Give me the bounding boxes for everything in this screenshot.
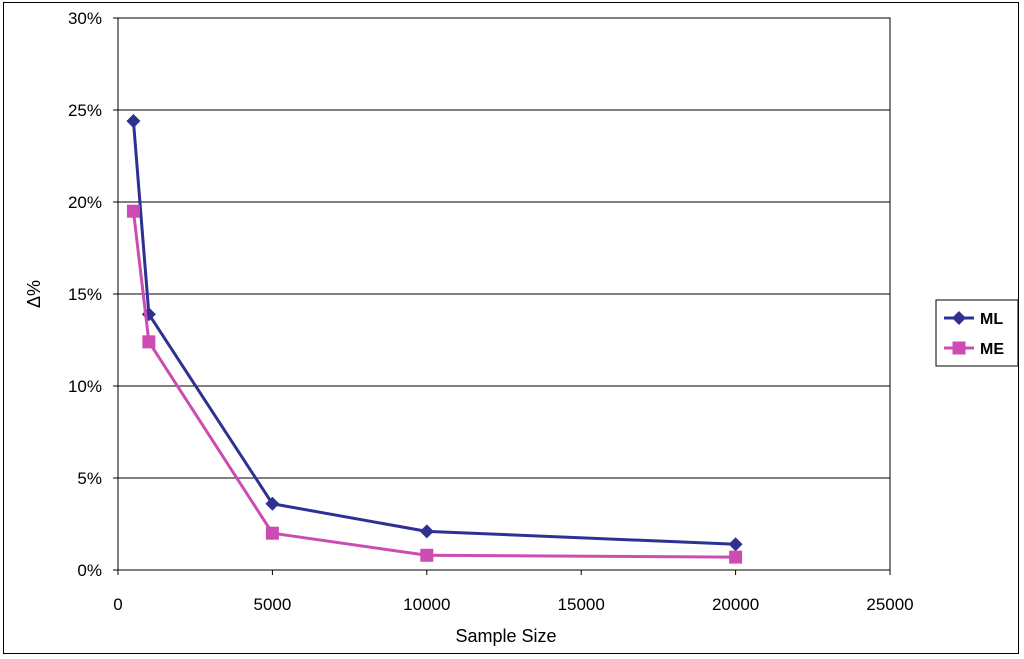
series-line	[131, 120, 736, 546]
data-point	[126, 114, 141, 129]
series-me	[126, 204, 743, 564]
x-tick-label: 15000	[558, 595, 605, 614]
legend-marker	[952, 311, 966, 325]
y-tick-label: 30%	[68, 9, 102, 28]
y-axis-ticks: 0% 5% 10% 15% 20% 25% 30%	[68, 9, 118, 580]
y-tick-label: 10%	[68, 377, 102, 396]
data-point	[728, 537, 743, 552]
legend-label: ME	[980, 341, 1004, 358]
y-tick-label: 20%	[68, 193, 102, 212]
legend-marker	[952, 341, 966, 355]
data-point	[126, 204, 140, 218]
series-layer	[126, 114, 743, 564]
grid-lines	[118, 109, 890, 479]
y-tick-label: 25%	[68, 101, 102, 120]
data-point	[142, 335, 156, 349]
x-axis-ticks: 0 5000 10000 15000 20000 25000	[113, 570, 914, 614]
chart-frame	[3, 2, 1019, 654]
series-line	[131, 211, 736, 559]
y-tick-label: 5%	[77, 469, 102, 488]
data-point	[729, 550, 743, 564]
y-tick-label: 15%	[68, 285, 102, 304]
legend: ML ME	[935, 299, 1019, 367]
x-tick-label: 0	[113, 595, 122, 614]
data-point	[420, 548, 434, 562]
data-point	[265, 496, 280, 511]
legend-box	[935, 299, 1019, 367]
x-tick-label: 5000	[253, 595, 291, 614]
legend-label: ML	[980, 311, 1003, 328]
y-tick-label: 0%	[77, 561, 102, 580]
data-point	[265, 526, 279, 540]
x-tick-label: 20000	[712, 595, 759, 614]
x-tick-label: 25000	[866, 595, 913, 614]
legend-item-me: ME	[944, 341, 1004, 358]
x-axis-title: Sample Size	[455, 626, 556, 646]
legend-item-ml: ML	[944, 311, 1003, 328]
data-point	[419, 524, 434, 539]
series-ml	[126, 114, 743, 552]
y-axis-title: Δ%	[24, 280, 44, 308]
x-tick-label: 10000	[403, 595, 450, 614]
